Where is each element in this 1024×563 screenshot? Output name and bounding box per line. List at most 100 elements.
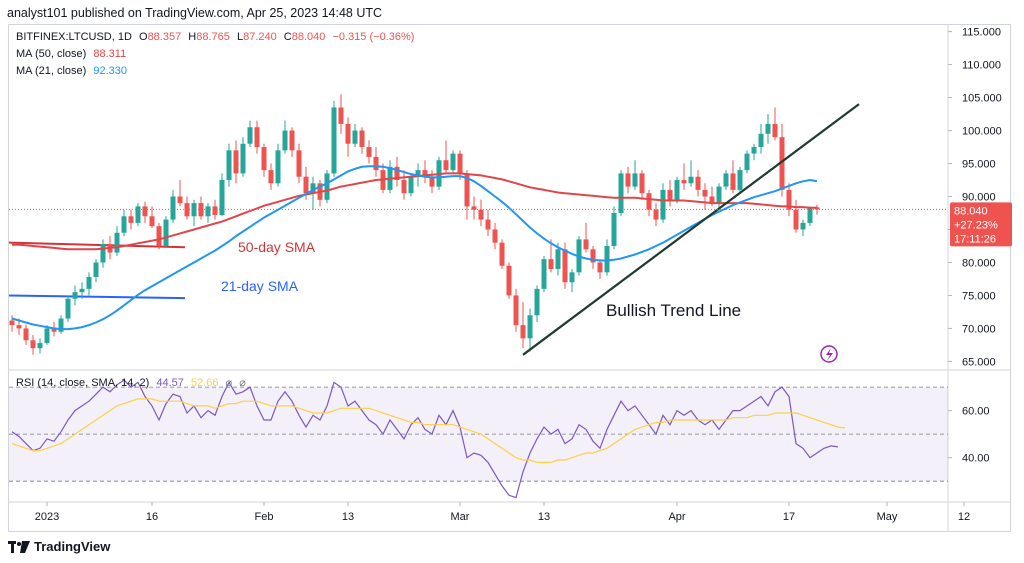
candle-body <box>520 325 526 339</box>
publish-header: analyst101 published on TradingView.com,… <box>7 6 383 20</box>
candle-body <box>128 216 134 223</box>
candle-body <box>660 189 666 220</box>
y-tick-label: 90.000 <box>962 192 996 204</box>
candle-body <box>226 150 232 181</box>
candle-body <box>597 262 603 273</box>
candle-body <box>688 176 694 184</box>
candle-body <box>786 189 792 210</box>
x-tick-label: 12 <box>958 511 970 523</box>
low-label: L <box>236 31 244 43</box>
candle-body <box>478 209 484 220</box>
candle-body <box>569 272 575 283</box>
candle-body <box>303 176 309 194</box>
price-badge <box>950 202 1012 247</box>
x-tick-label: 13 <box>538 511 550 523</box>
candle-body <box>275 150 281 184</box>
close-label: C <box>283 31 292 43</box>
open-value: 88.357 <box>147 31 182 43</box>
candle-body <box>177 196 183 204</box>
candle-body <box>114 232 120 253</box>
candle-body <box>366 147 372 157</box>
candle-body <box>653 209 659 220</box>
candle-body <box>282 130 288 151</box>
rsi-y-tick-label: 40.00 <box>962 453 990 465</box>
candle-body <box>604 245 610 273</box>
candle-body <box>590 249 596 263</box>
sma21-marker-line <box>8 294 186 300</box>
candle-body <box>730 173 736 190</box>
candle-body <box>779 137 785 190</box>
candle-body <box>674 180 680 200</box>
eye-off-icon[interactable]: ⌀ <box>225 377 233 389</box>
candle-body <box>443 160 449 171</box>
ma21-label[interactable]: MA (21, close) <box>16 65 87 77</box>
sma50-marker-line <box>8 241 186 249</box>
sma21-annotation: 21-day SMA <box>221 278 299 294</box>
candle-body <box>422 170 428 177</box>
eye-off-icon[interactable]: ⌀ <box>239 377 246 389</box>
candle-body <box>702 189 708 197</box>
tradingview-logo-icon <box>8 540 30 553</box>
candle-body <box>240 143 246 174</box>
candle-body <box>646 193 652 210</box>
high-value: 88.765 <box>196 31 230 43</box>
ma50-label[interactable]: MA (50, close) <box>16 48 87 60</box>
candle-body <box>765 123 771 134</box>
candle-body <box>513 295 519 326</box>
x-tick-label: 16 <box>146 511 158 523</box>
candle-body <box>72 292 78 299</box>
candle-body <box>16 325 22 329</box>
candle-body <box>163 219 169 246</box>
candle-body <box>534 288 540 316</box>
bullish-trend-line <box>522 103 860 356</box>
ma21-legend: MA (21, close) 92.330 <box>16 65 131 77</box>
candle-body <box>100 243 106 263</box>
x-tick-label: May <box>877 511 898 523</box>
candle-body <box>205 206 211 217</box>
candle-body <box>37 342 43 349</box>
candle-body <box>65 298 71 319</box>
rsi-y-tick-label: 60.00 <box>962 406 990 418</box>
candle-body <box>471 206 477 210</box>
candle-body <box>450 153 456 171</box>
candle-body <box>170 196 176 220</box>
y-tick-label: 65.000 <box>962 356 996 368</box>
rsi-legend: RSI (14, close, SMA, 14, 2) 44.57 52.66 … <box>16 376 250 389</box>
candle-body <box>611 212 617 246</box>
candle-body <box>359 130 365 148</box>
candle-body <box>289 130 295 151</box>
candle-body <box>744 153 750 171</box>
y-tick-label: 80.000 <box>962 257 996 269</box>
candle-body <box>492 229 498 243</box>
x-tick-label: 17 <box>783 511 795 523</box>
rsi-value: 44.57 <box>156 377 184 389</box>
candle-body <box>254 127 260 148</box>
chart-frame <box>8 24 1011 532</box>
symbol-label[interactable]: BITFINEX:LTCUSD, 1D <box>16 31 132 43</box>
candle-body <box>142 206 148 217</box>
candle-body <box>338 107 344 124</box>
candle-body <box>527 315 533 339</box>
candle-body <box>457 153 463 174</box>
candle-body <box>268 170 274 184</box>
y-tick-label: 110.000 <box>962 60 1001 72</box>
y-tick-label: 100.000 <box>962 126 1002 138</box>
tradingview-footer: TradingView <box>8 539 110 554</box>
candle-body <box>156 226 162 246</box>
candle-body <box>93 262 99 277</box>
candle-body <box>751 147 757 154</box>
candle-body <box>695 176 701 190</box>
candle-body <box>793 209 799 230</box>
candle-body <box>583 239 589 250</box>
price-badge-timer: 17:11:26 <box>954 233 996 245</box>
ohlc-legend: BITFINEX:LTCUSD, 1D O88.357 H88.765 L87.… <box>16 31 418 43</box>
candle-body <box>408 176 414 194</box>
candle-body <box>625 173 631 187</box>
y-tick-label: 105.000 <box>962 93 1002 105</box>
candle-body <box>58 318 64 332</box>
candle-body <box>716 186 722 204</box>
rsi-label[interactable]: RSI (14, close, SMA, 14, 2) <box>16 377 150 389</box>
candle-body <box>618 173 624 213</box>
candle-body <box>709 196 715 204</box>
